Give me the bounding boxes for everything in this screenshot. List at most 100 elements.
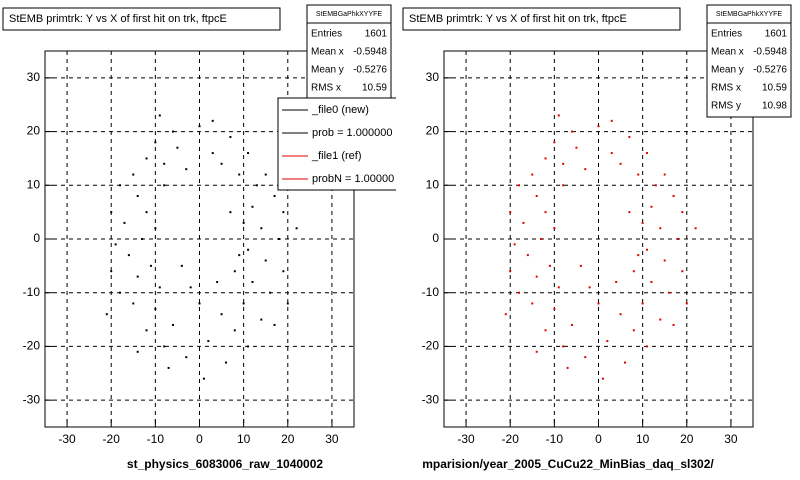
y-tick-label: -10 [23,285,41,299]
point [597,125,600,128]
point [119,291,122,294]
point [145,157,148,160]
point [597,302,600,305]
stats-value: 10.98 [762,101,787,112]
point [233,270,236,273]
point [531,302,534,305]
stats-label: RMS x [711,83,741,94]
point [504,313,507,316]
point [584,356,587,359]
point [641,302,644,305]
x-tick-label: 10 [237,432,251,446]
point [681,211,684,214]
point [220,313,223,316]
point [295,227,298,230]
point [646,345,649,348]
point [540,238,543,240]
point [229,135,232,138]
point [211,119,214,122]
point [163,345,166,348]
point [277,238,280,240]
point [207,340,210,343]
point [247,152,250,155]
point [637,254,640,257]
point [557,286,560,289]
point [646,152,649,155]
point [172,323,175,326]
stats-value: 10.59 [762,83,787,94]
y-tick-label: -30 [422,392,440,406]
x-tick-label: 0 [196,432,203,446]
x-tick-label: 20 [281,432,295,446]
point [224,361,227,364]
y-tick-label: -20 [422,339,440,353]
point [650,280,653,283]
point [654,184,657,187]
point [557,114,560,117]
y-tick-label: 10 [426,177,440,191]
point [136,275,139,278]
x-tick-label: -30 [457,432,475,446]
y-tick-label: 20 [27,124,41,138]
stats-value: -0.5948 [353,47,387,58]
point [154,227,157,230]
point [535,275,538,278]
point [663,173,666,176]
point [167,366,170,369]
point [185,356,188,359]
y-tick-label: -10 [422,285,440,299]
legend-label: _file0 (new) [311,104,369,116]
legend-box [277,97,396,191]
point [242,302,245,305]
point [518,184,521,187]
title-box [2,7,281,31]
point [202,377,205,380]
chart-title: StEMB primtrk: Y vs X of first hit on tr… [9,13,227,25]
point [672,195,675,198]
point [628,211,631,214]
y-tick-label: -20 [23,339,41,353]
x-tick-label: -30 [58,432,76,446]
pad: -30 -20 -10 0 10 20 30 -30 -20 -10 0 10 20 30 StEMB pr… [402,4,792,471]
point [650,205,653,208]
point [632,270,635,273]
point [659,318,662,321]
point [264,259,267,262]
point [233,329,236,332]
point [566,366,569,369]
point [136,350,139,353]
point [562,345,565,348]
point [544,157,547,160]
stats-value: 10.59 [362,83,387,94]
point [127,254,130,257]
y-tick-label: 30 [27,70,41,84]
point [251,205,254,208]
caption: st_physics_6083006_raw_1040002 [127,457,323,471]
point [216,280,219,283]
point [145,329,148,332]
point [176,146,179,149]
stats-label: RMS x [311,83,341,94]
point [694,227,697,230]
point [247,345,250,348]
point [158,286,161,289]
point [255,184,258,187]
point [676,238,679,240]
stats-label: Mean y [711,65,744,76]
y-tick-label: 0 [33,231,40,245]
point [513,243,516,246]
point [663,259,666,262]
point [238,173,241,176]
point [145,211,148,214]
point [544,329,547,332]
point [286,302,289,305]
stats-value: -0.5948 [753,47,787,58]
point [588,286,591,289]
point [553,307,556,310]
x-tick-label: 20 [680,432,694,446]
point [584,168,587,171]
stats-label: Entries [711,29,742,40]
point [575,146,578,149]
point [158,114,161,117]
point [123,221,126,224]
